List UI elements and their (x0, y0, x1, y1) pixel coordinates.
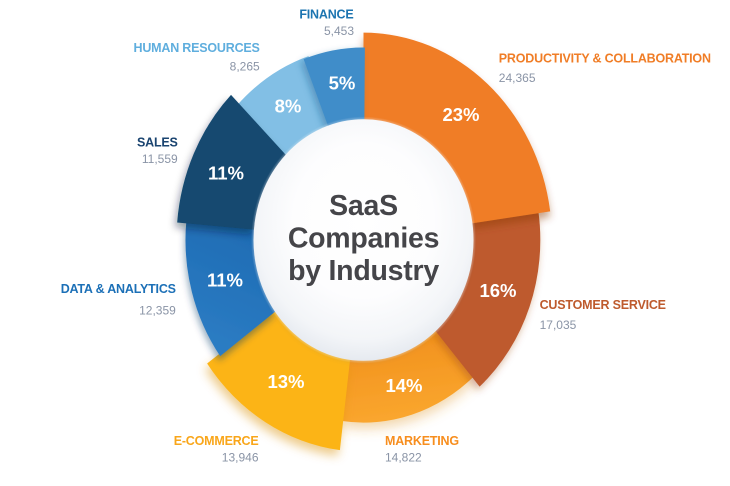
svg-text:13%: 13% (267, 371, 304, 392)
svg-text:13,946: 13,946 (222, 451, 259, 465)
svg-text:8,265: 8,265 (230, 60, 260, 74)
svg-text:HUMAN RESOURCES: HUMAN RESOURCES (134, 41, 260, 55)
svg-text:Companies: Companies (288, 223, 439, 255)
svg-text:5,453: 5,453 (324, 24, 354, 38)
svg-text:16%: 16% (479, 280, 516, 301)
svg-text:FINANCE: FINANCE (299, 8, 353, 22)
svg-text:by Industry: by Industry (288, 255, 439, 287)
svg-text:E-COMMERCE: E-COMMERCE (174, 434, 259, 448)
svg-text:11%: 11% (208, 162, 244, 183)
svg-text:17,035: 17,035 (540, 318, 577, 332)
svg-text:11%: 11% (207, 270, 243, 291)
svg-text:23%: 23% (442, 104, 479, 125)
svg-text:5%: 5% (329, 73, 356, 94)
svg-text:MARKETING: MARKETING (385, 434, 459, 448)
svg-text:12,359: 12,359 (139, 304, 176, 318)
svg-text:SaaS: SaaS (329, 190, 398, 222)
svg-text:24,365: 24,365 (499, 71, 536, 85)
svg-text:14,822: 14,822 (385, 451, 422, 465)
svg-text:11,559: 11,559 (142, 152, 178, 166)
svg-text:14%: 14% (385, 375, 422, 396)
svg-text:CUSTOMER SERVICE: CUSTOMER SERVICE (540, 298, 666, 312)
svg-text:PRODUCTIVITY & COLLABORATION: PRODUCTIVITY & COLLABORATION (499, 52, 711, 66)
svg-text:SALES: SALES (137, 135, 178, 149)
svg-text:DATA & ANALYTICS: DATA & ANALYTICS (61, 282, 176, 296)
svg-text:8%: 8% (275, 95, 302, 116)
